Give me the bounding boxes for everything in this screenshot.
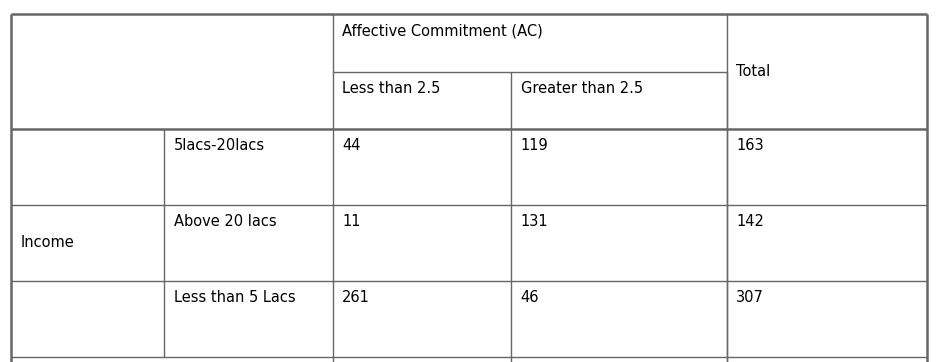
- Text: Total: Total: [736, 64, 771, 79]
- Text: Less than 2.5: Less than 2.5: [342, 81, 441, 96]
- Text: 307: 307: [736, 290, 764, 304]
- Text: Less than 5 Lacs: Less than 5 Lacs: [174, 290, 295, 304]
- Text: 44: 44: [342, 138, 361, 152]
- Text: Above 20 lacs: Above 20 lacs: [174, 214, 276, 228]
- Text: 131: 131: [521, 214, 548, 228]
- Text: 163: 163: [736, 138, 764, 152]
- Text: 5lacs-20lacs: 5lacs-20lacs: [174, 138, 265, 152]
- Text: Greater than 2.5: Greater than 2.5: [521, 81, 643, 96]
- Text: 261: 261: [342, 290, 371, 304]
- Text: Affective Commitment (AC): Affective Commitment (AC): [342, 24, 543, 38]
- Text: Income: Income: [21, 235, 74, 250]
- Text: 119: 119: [521, 138, 549, 152]
- Text: 11: 11: [342, 214, 361, 228]
- Text: 46: 46: [521, 290, 539, 304]
- Text: 142: 142: [736, 214, 764, 228]
